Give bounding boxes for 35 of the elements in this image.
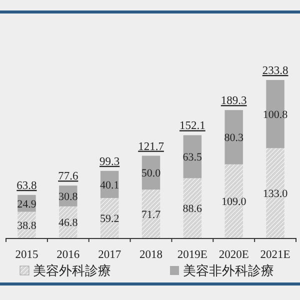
total-label: 233.8 bbox=[262, 65, 288, 77]
data-label: 46.8 bbox=[58, 217, 78, 230]
x-tick-label: 2015 bbox=[15, 249, 38, 261]
total-label: 63.8 bbox=[16, 180, 38, 192]
data-label: 133.0 bbox=[262, 188, 288, 200]
data-label: 59.2 bbox=[100, 212, 120, 225]
total-label: 77.6 bbox=[58, 170, 78, 183]
data-label: 100.8 bbox=[262, 109, 288, 122]
legend-label: 美容外科診療 bbox=[33, 263, 111, 279]
data-label: 63.5 bbox=[182, 152, 203, 164]
data-label: 109.0 bbox=[221, 196, 247, 208]
bar bbox=[183, 135, 202, 178]
data-label: 40.1 bbox=[100, 179, 120, 192]
total-label: 189.3 bbox=[220, 95, 248, 108]
x-tick-label: 2016 bbox=[56, 249, 80, 261]
data-label: 88.6 bbox=[182, 203, 203, 216]
total-label: 152.1 bbox=[179, 120, 206, 132]
bar bbox=[183, 178, 202, 238]
bar bbox=[142, 190, 160, 238]
data-label: 38.8 bbox=[17, 220, 37, 232]
data-label: 24.9 bbox=[17, 198, 37, 210]
x-tick-label: 2021E bbox=[260, 249, 290, 261]
bar bbox=[224, 110, 243, 164]
data-label: 80.3 bbox=[224, 132, 244, 144]
data-label: 71.7 bbox=[141, 208, 162, 221]
total-label: 121.7 bbox=[138, 140, 164, 153]
x-tick-label: 2017 bbox=[98, 249, 122, 261]
x-tick-label: 2019E bbox=[177, 249, 208, 261]
x-tick-label: 2018 bbox=[140, 249, 163, 261]
x-tick-label: 2020E bbox=[218, 249, 249, 261]
legend-label: 美容非外科診療 bbox=[183, 263, 274, 279]
bar bbox=[100, 198, 119, 238]
total-label: 99.3 bbox=[100, 156, 120, 168]
data-label: 50.0 bbox=[141, 168, 162, 180]
data-label: 30.8 bbox=[58, 190, 78, 203]
